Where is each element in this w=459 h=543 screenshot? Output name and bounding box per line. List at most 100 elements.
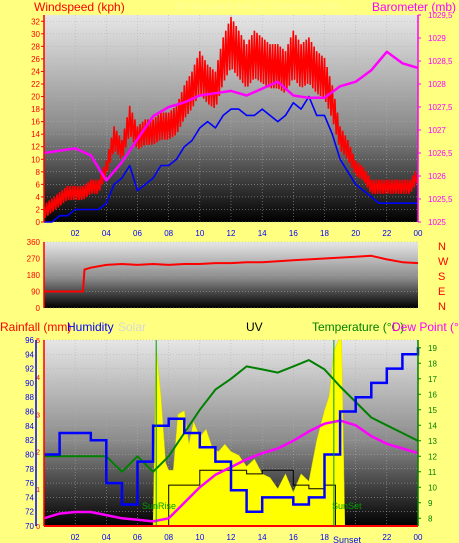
axis-labels: 0246810121416182022242628303210251025,51…	[25, 11, 453, 542]
humidity-axis-title: Humidity	[67, 320, 114, 334]
gust-series	[43, 16, 418, 218]
windspeed-tick: 24	[31, 67, 40, 76]
compass-letter: E	[438, 286, 445, 298]
chart-date-title: 24 Hour graph data (12 September 2006)	[175, 1, 340, 11]
time-tick: 00	[414, 533, 423, 542]
temperature-tick: 19	[428, 344, 437, 353]
time-tick: 12	[227, 229, 236, 238]
rain-tick: 3	[36, 412, 40, 419]
gust-line	[43, 16, 418, 218]
direction-tick: 90	[31, 288, 40, 297]
temperature-tick: 10	[428, 483, 437, 492]
time-tick: 14	[258, 229, 267, 238]
windspeed-tick: 22	[31, 80, 40, 89]
windspeed-tick: 18	[31, 105, 40, 114]
windspeed-tick: 20	[31, 93, 40, 102]
windspeed-tick: 2	[36, 205, 41, 214]
temperature-tick: 11	[428, 468, 437, 477]
sunset-axis-label: Sunset	[333, 535, 362, 543]
barometer-tick: 1027,5	[428, 103, 453, 112]
time-tick: 12	[227, 533, 236, 542]
compass-letter: N	[438, 301, 446, 313]
humidity-tick: 94	[25, 350, 34, 359]
direction-tick: 180	[27, 271, 41, 280]
time-tick: 20	[351, 229, 360, 238]
time-tick: 22	[382, 229, 391, 238]
humidity-tick: 82	[25, 436, 34, 445]
temperature-tick: 9	[428, 499, 433, 508]
humidity-tick: 78	[25, 465, 34, 474]
windspeed-tick: 14	[31, 130, 40, 139]
time-tick: 14	[258, 533, 267, 542]
direction-tick: 0	[36, 304, 41, 313]
windspeed-tick: 0	[36, 218, 41, 227]
time-tick: 04	[102, 533, 111, 542]
humidity-tick: 86	[25, 408, 34, 417]
temperature-tick: 17	[428, 375, 437, 384]
windspeed-tick: 8	[36, 168, 41, 177]
time-tick: 08	[164, 533, 173, 542]
temperature-tick: 13	[428, 437, 437, 446]
temperature-tick: 8	[428, 514, 433, 523]
average-wind-series	[44, 95, 418, 223]
humidity-tick: 90	[25, 379, 34, 388]
time-tick: 16	[289, 229, 298, 238]
barometer-tick: 1029,5	[428, 11, 453, 20]
direction-line	[44, 254, 419, 293]
windspeed-tick: 6	[36, 180, 41, 189]
time-tick: 22	[382, 533, 391, 542]
direction-tick: 360	[27, 238, 41, 247]
barometer-axis-title: Barometer (mb)	[372, 0, 456, 14]
time-tick: 16	[289, 533, 298, 542]
panel2-grid	[44, 241, 418, 309]
windspeed-tick: 10	[31, 155, 40, 164]
temperature-tick: 18	[428, 359, 437, 368]
rain-tick: 1	[36, 487, 40, 494]
humidity-tick: 76	[25, 479, 34, 488]
rain-tick: 2	[36, 450, 40, 457]
barometer-tick: 1025	[428, 218, 446, 227]
windspeed-tick: 30	[31, 30, 40, 39]
barometer-tick: 1028	[428, 80, 446, 89]
temperature-tick: 14	[428, 421, 437, 430]
windspeed-axis-title: Windspeed (kph)	[34, 0, 125, 14]
time-tick: 06	[133, 533, 142, 542]
dew-point-axis-title: Dew Point (°C)	[392, 320, 459, 334]
rainfall-axis-title: Rainfall (mm)	[0, 320, 71, 334]
barometer-tick: 1026	[428, 172, 446, 181]
sunrise-label: SunRise	[142, 501, 176, 511]
humidity-tick: 88	[25, 393, 34, 402]
compass-letter: N	[438, 241, 446, 253]
barometer-tick: 1028,5	[428, 57, 453, 66]
time-tick: 08	[164, 229, 173, 238]
uv-axis-title: UV	[246, 320, 263, 334]
temperature-tick: 12	[428, 452, 437, 461]
humidity-tick: 92	[25, 365, 34, 374]
barometer-tick: 1026,5	[428, 149, 453, 158]
humidity-tick: 80	[25, 450, 34, 459]
humidity-tick: 74	[25, 493, 34, 502]
time-tick: 18	[320, 533, 329, 542]
direction-tick: 270	[27, 255, 41, 264]
pressure-line	[43, 50, 419, 182]
temperature-tick: 16	[428, 390, 437, 399]
windspeed-tick: 16	[31, 118, 40, 127]
time-tick: 18	[320, 229, 329, 238]
humidity-tick: 72	[25, 508, 34, 517]
humidity-tick: 84	[25, 422, 34, 431]
time-tick: 10	[195, 533, 204, 542]
pressure-series	[43, 50, 419, 182]
windspeed-tick: 4	[36, 193, 41, 202]
compass-letter: S	[438, 271, 445, 283]
sunset-label: SunSet	[332, 501, 362, 511]
time-tick: 00	[414, 229, 423, 238]
time-tick: 06	[133, 229, 142, 238]
rain-tick: 0	[36, 524, 40, 531]
humidity-line	[44, 347, 420, 513]
average-wind-line	[44, 95, 418, 223]
solar-axis-title: Solar	[118, 320, 146, 334]
windspeed-tick: 12	[31, 143, 40, 152]
humidity-tick: 96	[25, 336, 34, 345]
